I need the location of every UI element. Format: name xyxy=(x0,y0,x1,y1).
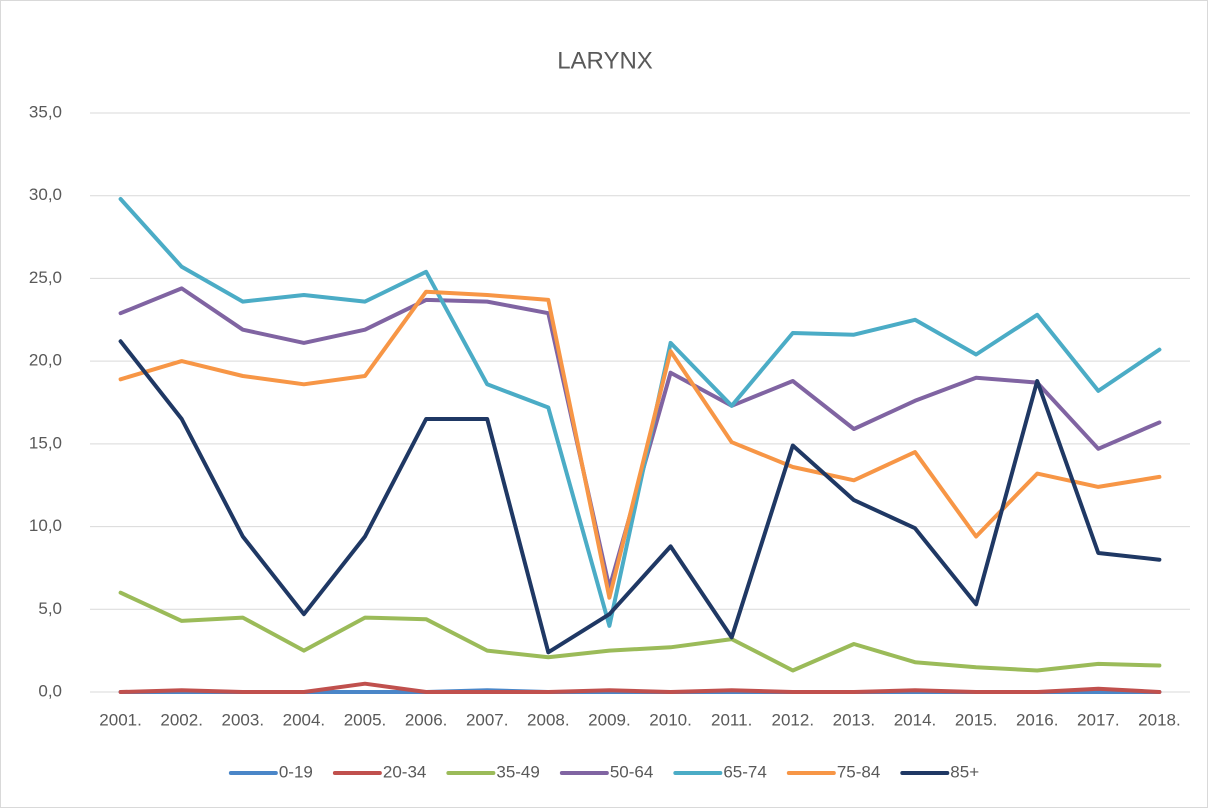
y-tick-label: 0,0 xyxy=(38,681,62,700)
chart-title: LARYNX xyxy=(557,47,653,74)
x-tick-label: 2013. xyxy=(833,710,876,729)
x-tick-label: 2017. xyxy=(1077,710,1120,729)
x-tick-label: 2018. xyxy=(1138,710,1181,729)
x-tick-label: 2001. xyxy=(99,710,142,729)
x-tick-label: 2011. xyxy=(711,710,752,729)
x-tick-label: 2005. xyxy=(344,710,387,729)
legend-label: 50-64 xyxy=(610,762,653,781)
x-tick-label: 2009. xyxy=(588,710,631,729)
legend-label: 35-49 xyxy=(496,762,539,781)
x-tick-label: 2006. xyxy=(405,710,448,729)
legend-label: 20-34 xyxy=(383,762,426,781)
x-tick-label: 2003. xyxy=(222,710,265,729)
x-tick-label: 2015. xyxy=(955,710,998,729)
series-line xyxy=(118,197,1162,628)
x-tick-label: 2010. xyxy=(649,710,692,729)
legend-label: 65-74 xyxy=(723,762,766,781)
y-tick-label: 20,0 xyxy=(29,351,62,370)
x-tick-label: 2008. xyxy=(527,710,570,729)
x-tick-label: 2004. xyxy=(283,710,326,729)
y-tick-label: 5,0 xyxy=(38,599,62,618)
legend-label: 85+ xyxy=(950,762,979,781)
y-tick-label: 35,0 xyxy=(29,102,62,121)
y-tick-label: 30,0 xyxy=(29,185,62,204)
x-tick-label: 2002. xyxy=(160,710,203,729)
x-tick-label: 2012. xyxy=(772,710,815,729)
y-tick-label: 15,0 xyxy=(29,433,62,452)
series-line xyxy=(118,681,1162,694)
x-tick-label: 2007. xyxy=(466,710,509,729)
series-line xyxy=(118,590,1162,673)
y-tick-label: 10,0 xyxy=(29,516,62,535)
x-tick-label: 2014. xyxy=(894,710,937,729)
legend-label: 0-19 xyxy=(279,762,313,781)
y-tick-label: 25,0 xyxy=(29,268,62,287)
legend-label: 75-84 xyxy=(837,762,880,781)
series-line xyxy=(118,289,1162,600)
x-tick-label: 2016. xyxy=(1016,710,1059,729)
series-line xyxy=(118,339,1162,655)
